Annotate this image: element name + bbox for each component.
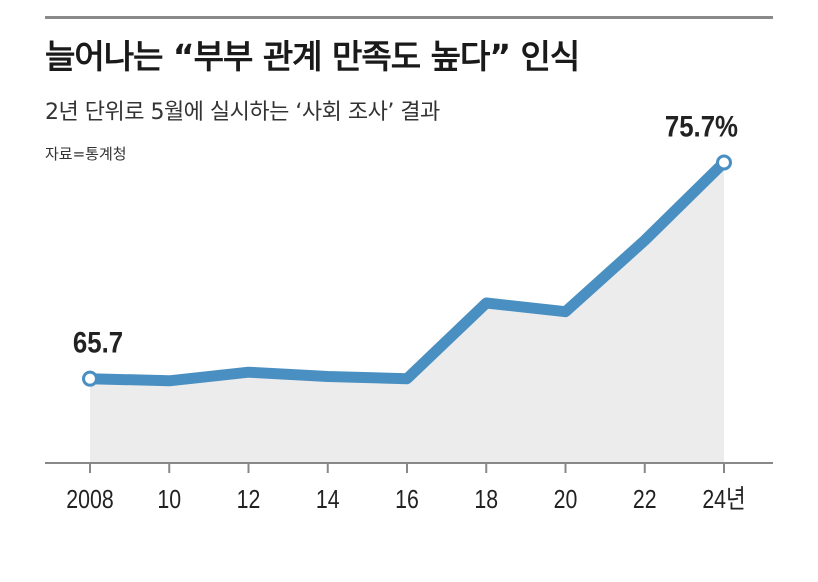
data-label: 75.7% [665, 110, 738, 143]
data-point-marker [82, 370, 98, 387]
x-tick-label: 12 [237, 485, 261, 515]
chart-subtitle: 2년 단위로 5월에 실시하는 ‘사회 조사’ 결과 [45, 100, 440, 125]
chart-title: 늘어나는 “부부 관계 만족도 높다” 인식 [45, 37, 580, 76]
data-label: 65.7 [73, 326, 123, 359]
x-tick-label: 16 [395, 485, 419, 515]
x-axis-ticks: 2008 10 12 14 16 18 20 22 24년 [66, 463, 746, 515]
source-note: 자료=통계청 [45, 145, 127, 163]
x-tick-label: 24년 [702, 485, 745, 515]
area-fill [90, 162, 724, 463]
data-point-marker [716, 154, 732, 171]
endpoint-markers [82, 154, 732, 387]
x-tick-label: 20 [554, 485, 578, 515]
top-rule [45, 16, 773, 19]
x-tick-label: 10 [157, 485, 181, 515]
data-labels: 65.7 75.7% [73, 110, 738, 359]
x-tick-label: 14 [316, 485, 340, 515]
x-tick-label: 18 [474, 485, 498, 515]
x-tick-label: 22 [633, 485, 657, 515]
series-line [84, 157, 730, 387]
x-tick-label: 2008 [66, 485, 113, 515]
